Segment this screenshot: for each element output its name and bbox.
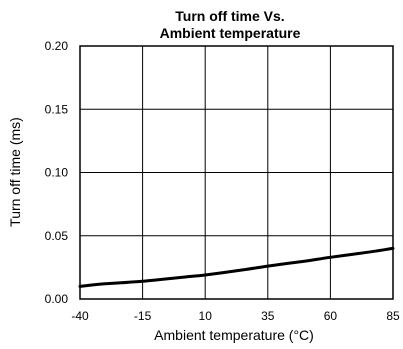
series-line — [78, 246, 395, 288]
y-tick-label: 0.05 — [45, 229, 69, 243]
x-tick-label: -40 — [71, 309, 89, 323]
plot-frame — [79, 45, 394, 300]
y-tick-labels: 0.00 0.05 0.10 0.15 0.20 — [45, 39, 69, 306]
x-tick-label: -15 — [134, 309, 152, 323]
x-tick-label: 60 — [324, 309, 338, 323]
chart-title-line-2: Ambient temperature — [160, 25, 301, 41]
grid — [79, 45, 394, 300]
y-tick-label: 0.15 — [45, 102, 69, 116]
y-axis-label: Turn off time (ms) — [7, 117, 23, 227]
x-axis-label: Ambient temperature (°C) — [154, 327, 314, 343]
y-tick-label: 0.00 — [45, 292, 69, 306]
x-tick-label: 35 — [261, 309, 275, 323]
y-tick-label: 0.10 — [45, 166, 69, 180]
y-tick-label: 0.20 — [45, 39, 69, 53]
x-tick-labels: -40 -15 10 35 60 85 — [71, 309, 400, 323]
chart-title-line-1: Turn off time Vs. — [175, 8, 284, 24]
x-tick-label: 85 — [386, 309, 400, 323]
x-tick-label: 10 — [199, 309, 213, 323]
